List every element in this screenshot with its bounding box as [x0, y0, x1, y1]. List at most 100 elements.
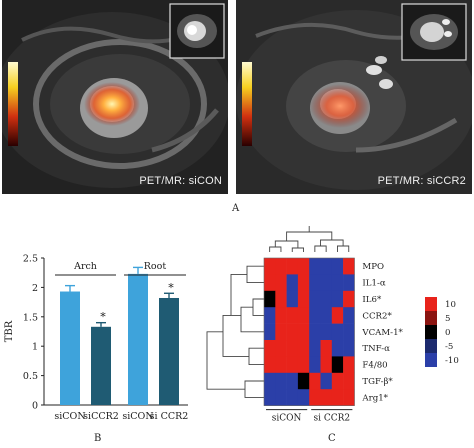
heatmap-cell: [275, 290, 287, 308]
mri-scan-sicon: [2, 0, 228, 194]
row-dendrogram: [222, 314, 249, 357]
heatmap-row-label: F4/80: [362, 361, 387, 371]
mri-scan-siccr2: [236, 0, 472, 194]
heatmap-cell: [275, 258, 287, 275]
figure-letter-c: C: [328, 433, 336, 444]
x-tick-label: siCON: [54, 411, 85, 422]
heatmap-cell: [343, 258, 355, 275]
heatmap-cell: [331, 389, 344, 406]
heatmap-cell: [264, 307, 276, 324]
pet-image-siccr2: PET/MR: siCCR2: [236, 0, 472, 194]
heatmap-cell: [320, 274, 333, 292]
heatmap-cell: [264, 356, 276, 374]
column-group-label: si CCR2: [313, 414, 350, 424]
y-tick-label: 1.5: [23, 312, 38, 323]
pet-image-sicon: PET/MR: siCON: [2, 0, 228, 194]
heatmap-cell: [286, 274, 299, 292]
colorbar-tick-label: 10: [445, 300, 456, 310]
heatmap-cell: [331, 258, 344, 275]
group-label: Arch: [73, 261, 97, 272]
group-label: Root: [144, 261, 167, 272]
heatmap-cell: [320, 290, 333, 308]
heatmap-cell: [286, 323, 299, 341]
heatmap-cell: [309, 389, 321, 406]
heatmap-cell: [297, 372, 310, 390]
heatmap-cell: [275, 389, 287, 406]
heatmap-cell: [320, 258, 333, 275]
heatmap-row-label: VCAM-1*: [361, 328, 403, 338]
heatmap-cell: [309, 274, 321, 292]
bar: [159, 297, 179, 405]
heatmap-cell: [297, 323, 310, 341]
column-dendrogram: [314, 245, 327, 252]
heatmap-cell: [309, 372, 321, 390]
heatmap-cell: [264, 340, 276, 357]
colorbar-tick-label: -5: [445, 342, 453, 352]
heatmap-cell: [275, 323, 287, 341]
heatmap-cell: [264, 258, 276, 275]
heatmap-cell: [264, 290, 276, 308]
row-dendrogram: [230, 273, 247, 316]
heatmap-cell: [286, 356, 299, 374]
significance-marker: *: [168, 281, 174, 294]
y-tick-label: 0: [32, 401, 38, 412]
bar: [91, 326, 111, 405]
heatmap-cell: [297, 290, 310, 308]
heatmap-cell: [331, 290, 344, 308]
heatmap-cell: [297, 340, 310, 357]
heatmap-cell: [297, 389, 310, 406]
heatmap-cell: [286, 307, 299, 324]
heatmap-cell: [297, 356, 310, 374]
heatmap-cell: [320, 356, 333, 374]
column-dendrogram: [320, 239, 344, 246]
row-dendrogram: [252, 298, 264, 316]
colorbar-segment: [425, 339, 437, 353]
heatmap-cell: [331, 274, 344, 292]
heatmap-cell: [264, 389, 276, 406]
figure-letter-b: B: [94, 433, 102, 444]
tbr-bar-chart: 0 0.5 1 1.5 2 2.5 TBR siCON * siCCR2 siCON * si CCR2…: [4, 254, 189, 423]
heatmap-cell: [309, 340, 321, 357]
heatmap-cell: [275, 307, 287, 324]
column-dendrogram: [269, 246, 282, 252]
heatmap-row-label: Arg1*: [361, 393, 388, 403]
heatmap-row-label: CCR2*: [362, 311, 392, 321]
heatmap-cell: [320, 389, 333, 406]
x-tick-label: siCCR2: [83, 411, 119, 422]
y-axis-label: TBR: [4, 320, 15, 342]
heatmap-row-label: IL1-α: [362, 279, 385, 289]
x-tick-label: siCON: [122, 411, 153, 422]
x-tick-label: si CCR2: [150, 411, 189, 422]
column-dendrogram: [337, 245, 350, 252]
heatmap-row-label: MPO: [362, 262, 384, 272]
heatmap-cell: [275, 356, 287, 374]
heatmap-cell: [275, 274, 287, 292]
colorbar-segment: [425, 325, 437, 339]
heatmap-cell: [264, 274, 276, 292]
heatmap-cell: [297, 274, 310, 292]
heatmap-cell: [309, 258, 321, 275]
row-dendrogram: [240, 306, 264, 333]
colorbar-tick-label: 5: [445, 314, 450, 324]
colorbar-segment: [425, 353, 437, 367]
column-dendrogram: [291, 247, 304, 252]
heatmap-cell: [343, 372, 355, 390]
heatmap-cell: [286, 372, 299, 390]
heatmap-border: [263, 257, 355, 406]
heatmap-cell: [320, 372, 333, 390]
row-dendrogram: [248, 347, 264, 366]
heatmap-cell: [309, 290, 321, 308]
heatmap-row-label: TGF-β*: [362, 377, 393, 387]
heatmap-cell: [309, 323, 321, 341]
heatmap-cell: [309, 356, 321, 374]
heatmap-row-label: TNF-α: [362, 344, 390, 354]
heatmap-cell: [320, 307, 333, 324]
gene-expression-heatmap: MPO IL1-α IL6* CCR2* VCAM-1* TNF-α F4/80 TGF-β*…: [206, 226, 459, 424]
heatmap-cell: [343, 307, 355, 324]
heatmap-cell: [343, 389, 355, 406]
y-tick-label: 1: [32, 342, 38, 353]
heatmap-cell: [286, 389, 299, 406]
heatmap-cell: [275, 340, 287, 357]
colorbar-segment: [425, 311, 437, 325]
heatmap-cell: [343, 323, 355, 341]
